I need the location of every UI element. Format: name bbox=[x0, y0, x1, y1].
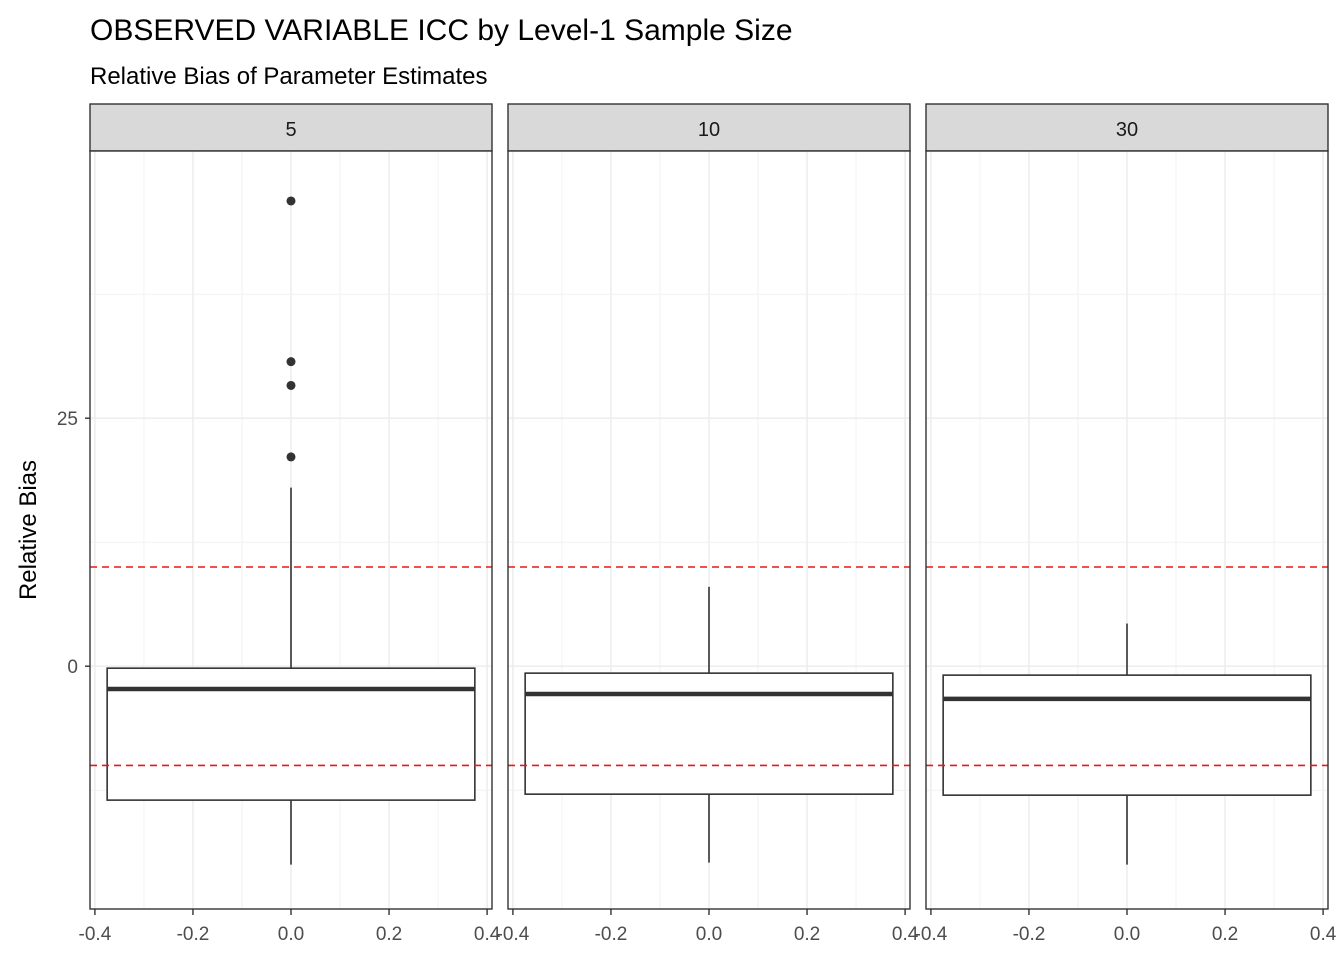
x-tick-label: 0.0 bbox=[1114, 924, 1140, 945]
x-tick-label: 0.4 bbox=[1310, 924, 1337, 945]
x-tick-label: -0.2 bbox=[177, 924, 210, 945]
x-tick-label: -0.4 bbox=[915, 924, 948, 945]
y-axis-title: Relative Bias bbox=[15, 460, 42, 600]
x-tick-label: 0.2 bbox=[1212, 924, 1238, 945]
x-tick-label: 0.2 bbox=[794, 924, 820, 945]
x-tick-label: -0.2 bbox=[595, 924, 628, 945]
x-tick-label: 0.4 bbox=[892, 924, 919, 945]
x-tick-label: 0.2 bbox=[376, 924, 402, 945]
facet-panel-5: 5 -0.4 -0.2 0.0 0.2 0.4 bbox=[79, 103, 501, 945]
box bbox=[942, 674, 1312, 796]
facet-strip-label: 10 bbox=[698, 119, 720, 141]
facet-strip bbox=[89, 103, 493, 152]
facet-panel-10: 10 -0.4 -0.2 0.0 0.2 0.4 bbox=[497, 103, 919, 945]
facet-panels: 0 25 5 -0.4 -0.2 0.0 0.2 0.4 10 -0.4 -0.2 0.0 0.2 0.4… bbox=[57, 103, 1337, 945]
facet-panel-30: 30 -0.4 -0.2 0.0 0.2 0.4 bbox=[915, 103, 1337, 945]
x-tick-label: -0.4 bbox=[79, 924, 112, 945]
y-tick-label: 0 bbox=[67, 657, 78, 678]
chart-title: OBSERVED VARIABLE ICC by Level-1 Sample … bbox=[90, 14, 793, 47]
outlier-point bbox=[286, 357, 296, 367]
x-tick-label: -0.2 bbox=[1013, 924, 1046, 945]
x-tick-label: -0.4 bbox=[497, 924, 530, 945]
chart-subtitle: Relative Bias of Parameter Estimates bbox=[90, 63, 488, 90]
outlier-point bbox=[286, 196, 296, 206]
x-tick-label: 0.0 bbox=[278, 924, 304, 945]
facet-strip bbox=[925, 103, 1329, 152]
facet-strip bbox=[507, 103, 911, 152]
box bbox=[524, 672, 894, 795]
facet-strip-label: 30 bbox=[1116, 119, 1138, 141]
outlier-point bbox=[286, 380, 296, 390]
y-tick-label: 25 bbox=[57, 409, 78, 430]
x-tick-label: 0.4 bbox=[474, 924, 501, 945]
outlier-point bbox=[286, 452, 296, 462]
facet-strip-label: 5 bbox=[285, 119, 296, 141]
x-tick-label: 0.0 bbox=[696, 924, 722, 945]
